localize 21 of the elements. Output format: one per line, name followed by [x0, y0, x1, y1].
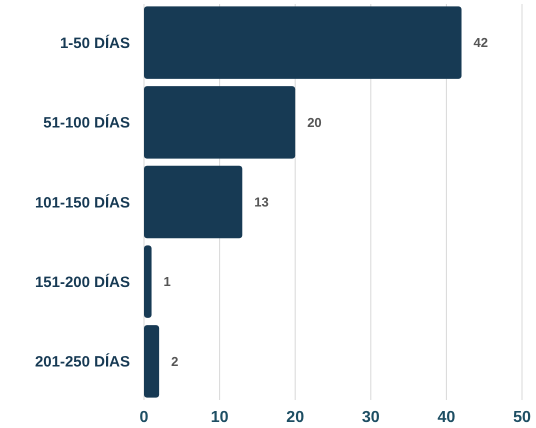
bar [144, 86, 296, 159]
data-label: 42 [474, 35, 488, 50]
x-tick-label: 50 [513, 409, 531, 426]
data-label: 1 [164, 274, 171, 290]
y-tick-label: 151-200 DÍAS [34, 272, 130, 291]
x-tick-label: 0 [140, 409, 149, 426]
bar [144, 245, 152, 318]
y-tick-label: 101-150 DÍAS [34, 193, 130, 212]
bar [144, 6, 462, 79]
data-label: 20 [307, 114, 322, 130]
x-tick-label: 20 [286, 409, 304, 426]
bar [144, 166, 242, 238]
bar [144, 325, 160, 398]
y-tick-label: 1-50 DÍAS [60, 34, 130, 52]
y-tick-label: 201-250 DÍAS [34, 352, 130, 371]
y-tick-label: 51-100 DÍAS [43, 114, 130, 132]
x-tick-label: 30 [362, 409, 380, 426]
data-label: 13 [254, 194, 269, 210]
data-label: 2 [171, 354, 178, 369]
x-tick-label: 40 [438, 409, 456, 426]
x-tick-label: 10 [210, 409, 229, 426]
